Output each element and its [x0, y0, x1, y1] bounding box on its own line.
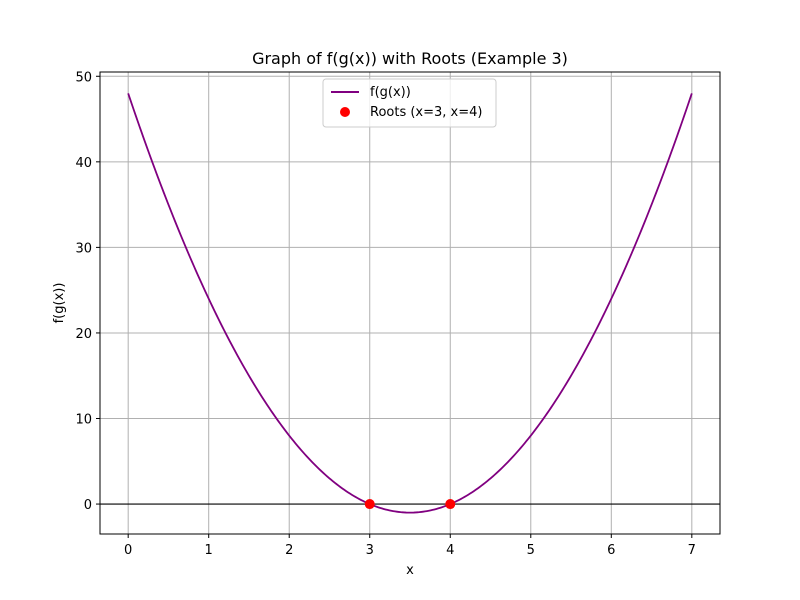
x-tick-label: 6	[607, 543, 615, 558]
y-axis-label: f(g(x))	[52, 283, 67, 324]
y-tick-label: 0	[84, 498, 92, 513]
x-tick-label: 1	[205, 543, 213, 558]
x-tick-label: 7	[688, 543, 696, 558]
x-tick-label: 5	[527, 543, 535, 558]
x-tick-label: 3	[366, 543, 374, 558]
x-axis-label: x	[406, 563, 414, 578]
root-point	[445, 499, 456, 510]
legend-label-fgx: f(g(x))	[370, 85, 411, 100]
legend-label-roots: Roots (x=3, x=4)	[370, 105, 482, 120]
y-tick-label: 40	[75, 156, 92, 171]
x-tick-label: 2	[285, 543, 293, 558]
y-tick-label: 20	[75, 327, 92, 342]
legend-box	[322, 78, 497, 128]
legend-marker-swatch	[340, 107, 350, 117]
plot-frame	[99, 71, 721, 535]
x-tick-label: 0	[124, 543, 132, 558]
y-tick-label: 30	[75, 241, 92, 256]
root-point	[364, 499, 375, 510]
series-line-fgx	[127, 93, 693, 514]
ticks: 0 1 2 3 4 5 6 7 0 10 20 30 40 50	[75, 70, 696, 558]
x-tick-label: 4	[446, 543, 454, 558]
y-tick-label: 50	[75, 70, 92, 85]
series	[127, 93, 693, 514]
y-tick-label: 10	[75, 413, 92, 428]
chart-title: Graph of f(g(x)) with Roots (Example 3)	[252, 49, 568, 68]
legend: f(g(x)) Roots (x=3, x=4)	[322, 78, 497, 128]
